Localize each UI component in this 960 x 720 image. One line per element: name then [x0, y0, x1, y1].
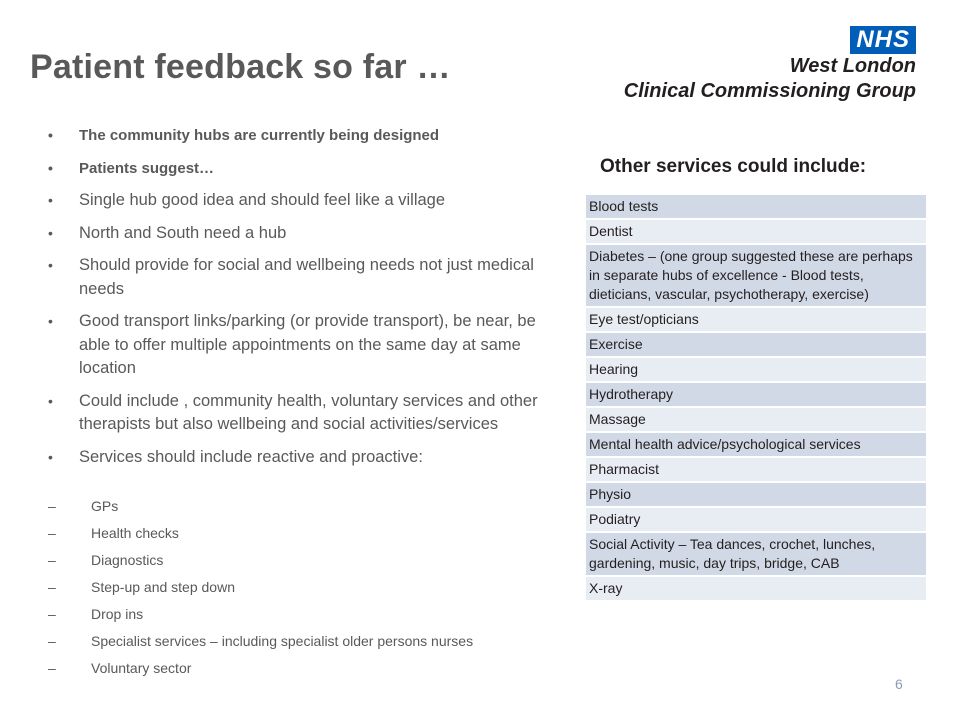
table-row: Hearing: [586, 357, 926, 383]
table-cell: Podiatry: [586, 507, 926, 533]
sub-bullet-item: – Diagnostics: [48, 552, 164, 568]
dash-icon: –: [48, 498, 56, 514]
dash-icon: –: [48, 525, 56, 541]
bullet-item: • Patients suggest…: [48, 157, 558, 181]
table-row: Mental health advice/psychological servi…: [586, 432, 926, 458]
dash-icon: –: [48, 606, 56, 622]
table-cell: Hydrotherapy: [586, 382, 926, 408]
table-row: Eye test/opticians: [586, 307, 926, 333]
bullet-item: • Could include , community health, volun…: [48, 391, 538, 434]
feedback-bullet-list: • The community hubs are currently being …: [48, 124, 558, 478]
table-row: X-ray: [586, 576, 926, 602]
bullet-dot-icon: •: [48, 392, 53, 409]
sub-bullet-item: – Step-up and step down: [48, 579, 235, 595]
nhs-badge: NHS: [850, 26, 916, 54]
table-row: Pharmacist: [586, 457, 926, 483]
bullet-item: • Single hub good idea and should feel li…: [48, 189, 558, 213]
bullet-dot-icon: •: [48, 224, 53, 241]
bullet-item: • The community hubs are currently being …: [48, 124, 558, 148]
bullet-dot-icon: •: [48, 313, 53, 329]
bullet-dot-icon: •: [48, 448, 53, 465]
table-cell: Social Activity – Tea dances, crochet, l…: [586, 532, 926, 577]
table-cell: X-ray: [586, 576, 926, 602]
dash-icon: –: [48, 660, 56, 676]
other-services-heading: Other services could include:: [600, 156, 867, 177]
table-cell: Exercise: [586, 332, 926, 358]
table-cell: Hearing: [586, 357, 926, 383]
dash-icon: –: [48, 633, 56, 649]
table-row: Dentist: [586, 219, 926, 245]
bullet-dot-icon: •: [48, 192, 53, 208]
page-number: 6: [895, 676, 903, 692]
table-row: Massage: [586, 407, 926, 433]
table-cell: Dentist: [586, 219, 926, 245]
dash-icon: –: [48, 579, 56, 595]
dash-icon: –: [48, 552, 56, 568]
sub-bullet-item: – Health checks: [48, 525, 179, 541]
bullet-dot-icon: •: [48, 127, 53, 143]
nhs-logo: NHS West London Clinical Commissioning G…: [624, 26, 916, 104]
slide-title: Patient feedback so far …: [30, 48, 451, 86]
sub-bullet-item: – GPs: [48, 498, 119, 514]
other-services-table: Blood tests Dentist Diabetes – (one grou…: [586, 195, 926, 602]
sub-bullet-container: – GPs – Health checks – Diagnostics – Step-u…: [48, 497, 548, 686]
table-cell: Blood tests: [586, 195, 926, 220]
bullet-item: • North and South need a hub: [48, 222, 558, 246]
table-row: Podiatry: [586, 507, 926, 533]
table-row: Social Activity – Tea dances, crochet, l…: [586, 532, 926, 577]
sub-bullet-item: – Specialist services – including special…: [48, 633, 474, 649]
bullet-dot-icon: •: [48, 257, 53, 273]
table-row: Hydrotherapy: [586, 382, 926, 408]
sub-bullet-list: – GPs – Health checks – Diagnostics – Step-u…: [48, 497, 548, 678]
table-cell: Pharmacist: [586, 457, 926, 483]
table-cell: Mental health advice/psychological servi…: [586, 432, 926, 458]
logo-line-1: West London: [789, 55, 916, 77]
sub-bullet-item: – Voluntary sector: [48, 660, 192, 676]
bullet-item: • Should provide for social and wellbeing…: [48, 256, 534, 298]
table-row: Blood tests: [586, 195, 926, 220]
bullet-item: • Services should include reactive and pr…: [48, 446, 558, 470]
sub-bullet-item: – Drop ins: [48, 606, 144, 622]
table-row: Physio: [586, 482, 926, 508]
table-cell: Diabetes – (one group suggested these ar…: [586, 244, 926, 308]
table-cell: Physio: [586, 482, 926, 508]
bullet-item: • Good transport links/parking (or provid…: [48, 312, 536, 377]
bullet-dot-icon: •: [48, 159, 53, 176]
logo-line-2: Clinical Commissioning Group: [623, 80, 916, 102]
table-cell: Eye test/opticians: [586, 307, 926, 333]
table-row: Exercise: [586, 332, 926, 358]
table-cell: Massage: [586, 407, 926, 433]
table-row: Diabetes – (one group suggested these ar…: [586, 244, 926, 308]
